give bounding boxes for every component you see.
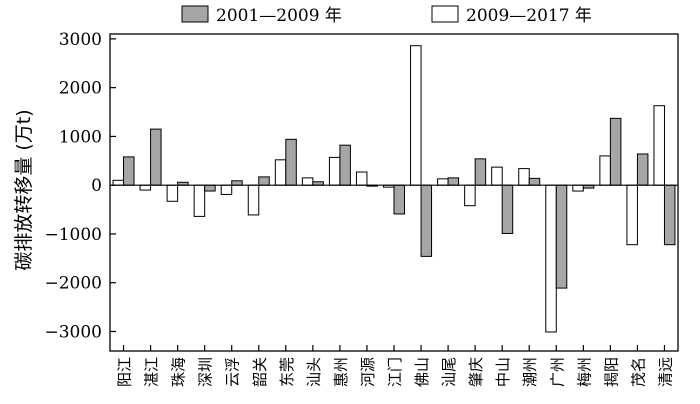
- bar: [663, 184, 676, 246]
- bar: [491, 166, 503, 186]
- x-tick-label: 佛山: [413, 357, 431, 387]
- bar: [328, 156, 341, 186]
- bar: [528, 177, 541, 186]
- bar: [247, 184, 260, 216]
- y-axis-title: 碳排放转移量 (万t): [13, 109, 35, 270]
- bar: [123, 156, 135, 186]
- x-tick-label: 梅州: [575, 357, 593, 387]
- bar: [258, 176, 270, 186]
- bar: [501, 184, 514, 234]
- bar: [653, 105, 665, 186]
- bar: [231, 180, 243, 186]
- x-tick-label: 深圳: [197, 357, 215, 387]
- bar: [274, 159, 287, 186]
- bar: [626, 184, 638, 246]
- bar: [139, 184, 152, 191]
- x-tick-label: 肇庆: [467, 357, 485, 387]
- bar: [301, 177, 314, 186]
- x-tick-label: 江门: [386, 357, 404, 387]
- x-tick-label: 云浮: [224, 357, 242, 387]
- x-tick-label: 东莞: [278, 357, 296, 387]
- x-tick-label: 惠州: [332, 357, 350, 387]
- x-tick-label: 茂名: [629, 357, 647, 387]
- bar: [150, 128, 162, 186]
- bar: [393, 184, 405, 215]
- y-tick-label: −1000: [44, 225, 102, 245]
- bar: [636, 153, 649, 186]
- x-tick-label: 河源: [359, 357, 377, 387]
- x-tick-label: 广州: [548, 357, 566, 387]
- bar: [420, 184, 433, 257]
- bar: [518, 168, 530, 186]
- y-tick-label: −2000: [44, 274, 102, 294]
- bar: [555, 184, 568, 289]
- legend-swatch-2001-2009: [181, 5, 209, 23]
- bar: [609, 117, 622, 186]
- bar: [285, 138, 297, 186]
- x-tick-label: 汕头: [305, 357, 323, 387]
- x-tick-label: 珠海: [170, 357, 188, 387]
- legend-swatch-2009-2017: [431, 5, 459, 23]
- y-tick-label: −3000: [44, 322, 102, 342]
- bar: [355, 171, 368, 186]
- legend-label-2009-2017: 2009—2017 年: [466, 6, 592, 26]
- y-tick-label: 1000: [59, 127, 102, 147]
- bar: [437, 178, 449, 186]
- x-tick-label: 湛江: [143, 357, 161, 387]
- bar: [204, 184, 216, 192]
- bar: [545, 184, 557, 333]
- x-tick-label: 韶关: [251, 357, 269, 387]
- bar: [339, 144, 351, 186]
- bar: [410, 45, 422, 186]
- y-tick-label: 0: [91, 176, 102, 196]
- x-tick-label: 中山: [494, 357, 512, 387]
- plot-area: 3000 2000 1000 0 −1000 −2000 −3000 阳江 湛江 珠海 深圳 云浮 韶关…: [44, 30, 679, 387]
- x-tick-label: 清远: [656, 357, 674, 387]
- bar: [193, 184, 206, 217]
- bar: [464, 184, 476, 207]
- x-tick-label: 揭阳: [602, 357, 620, 387]
- legend-label-2001-2009: 2001—2009 年: [216, 6, 342, 26]
- bar: [599, 155, 611, 186]
- bar: [166, 184, 179, 202]
- bar: [220, 184, 233, 195]
- x-tick-label: 汕尾: [440, 357, 458, 387]
- bar: [474, 158, 487, 186]
- legend: 2001—2009 年 2009—2017 年: [181, 5, 592, 26]
- x-tick-label: 潮州: [521, 357, 539, 387]
- bar: [572, 184, 584, 192]
- bar: [447, 177, 460, 186]
- bar: [112, 179, 125, 186]
- x-tick-label: 阳江: [116, 357, 134, 387]
- y-tick-label: 3000: [59, 30, 102, 50]
- y-tick-label: 2000: [59, 79, 102, 99]
